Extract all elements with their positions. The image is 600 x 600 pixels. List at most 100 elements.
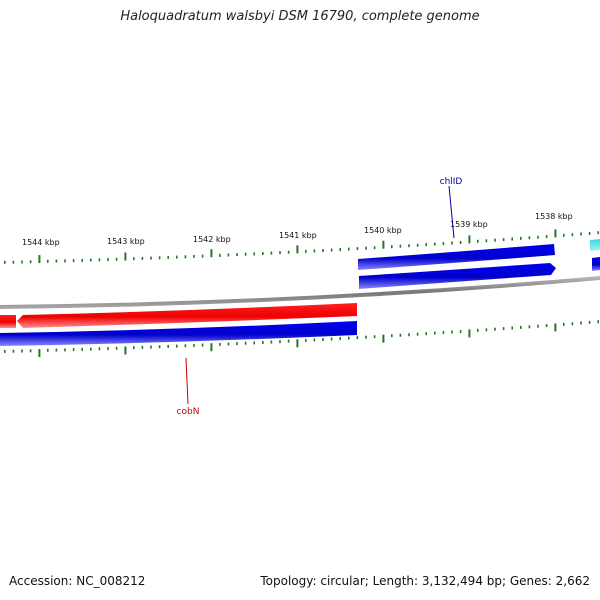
minor-tick [107, 347, 109, 351]
minor-tick [459, 241, 462, 244]
minor-tick [502, 327, 505, 331]
minor-tick [81, 347, 83, 351]
minor-tick [339, 248, 341, 252]
minor-tick [29, 349, 32, 353]
minor-tick [356, 247, 359, 251]
minor-tick [29, 260, 32, 264]
kbp-label-1542: 1542 kbp [193, 235, 231, 244]
minor-tick [64, 259, 66, 263]
minor-tick [588, 320, 591, 324]
cyan-gene-feature [590, 239, 600, 251]
minor-tick [571, 322, 574, 326]
forward-gene-feature-upper [358, 244, 555, 270]
minor-tick [184, 255, 187, 259]
forward-gene-feature-right-edge [592, 257, 600, 271]
minor-tick [494, 327, 496, 331]
minor-tick [72, 259, 75, 263]
major-tick [38, 349, 41, 358]
minor-tick [150, 256, 152, 260]
major-tick [468, 329, 471, 338]
minor-tick [253, 341, 255, 345]
major-tick [210, 249, 213, 258]
minor-tick [348, 336, 350, 340]
minor-tick [313, 338, 316, 342]
minor-tick [511, 326, 513, 330]
minor-tick [287, 250, 290, 254]
minor-tick [434, 331, 436, 335]
minor-tick [253, 252, 255, 256]
minor-tick [244, 341, 247, 345]
minor-tick [167, 255, 169, 259]
minor-tick [563, 233, 565, 237]
minor-tick [98, 347, 101, 351]
minor-tick [193, 254, 195, 258]
minor-tick [520, 325, 522, 329]
minor-tick [12, 260, 15, 264]
minor-tick [339, 337, 341, 341]
minor-tick [167, 344, 169, 348]
minor-tick [219, 342, 221, 346]
minor-tick [597, 231, 599, 235]
minor-tick [176, 344, 178, 348]
minor-tick [279, 340, 281, 344]
minor-tick [477, 328, 479, 332]
minor-tick [545, 235, 548, 239]
minor-tick [365, 335, 367, 339]
minor-tick [107, 258, 109, 262]
minor-tick [262, 341, 264, 344]
minor-tick [81, 258, 83, 262]
minor-tick [150, 345, 152, 349]
major-tick [124, 252, 127, 261]
minor-tick [219, 253, 221, 257]
minor-tick [330, 248, 333, 252]
major-tick [468, 235, 471, 244]
chlID-label-pointer [448, 185, 455, 239]
minor-tick [425, 243, 427, 247]
major-tick [296, 339, 299, 348]
minor-tick [451, 330, 453, 334]
minor-tick [313, 249, 316, 253]
minor-tick [90, 347, 92, 351]
minor-tick [270, 340, 273, 344]
minor-tick [348, 247, 350, 251]
minor-tick [176, 255, 178, 259]
major-tick [382, 334, 385, 343]
minor-tick [133, 346, 135, 350]
minor-tick [545, 324, 548, 328]
reverse-gene-feature-cobN [17, 303, 357, 328]
minor-tick [502, 238, 505, 242]
minor-tick [201, 254, 204, 258]
minor-tick [442, 331, 445, 335]
kbp-label-1538: 1538 kbp [535, 212, 573, 221]
minor-tick [373, 246, 376, 250]
minor-tick [408, 333, 410, 337]
kbp-label-1544: 1544 kbp [22, 238, 60, 247]
minor-tick [520, 236, 522, 240]
minor-tick [477, 239, 479, 243]
minor-tick [399, 244, 402, 248]
minor-tick [528, 236, 531, 240]
minor-tick [115, 346, 118, 350]
minor-tick [4, 349, 6, 353]
kbp-label-1539: 1539 kbp [450, 220, 488, 229]
minor-tick [442, 242, 445, 246]
minor-tick [21, 260, 23, 264]
minor-tick [47, 348, 49, 352]
minor-tick [399, 333, 402, 337]
minor-tick [141, 256, 144, 260]
minor-tick [485, 239, 488, 243]
minor-tick [494, 238, 496, 242]
minor-tick [262, 252, 264, 255]
forward-gene-feature-lower [0, 321, 357, 346]
minor-tick [287, 339, 290, 343]
minor-tick [416, 243, 419, 247]
minor-tick [184, 344, 187, 348]
minor-tick [580, 321, 582, 325]
gene-label-chlID: chlID [440, 177, 463, 187]
major-tick [124, 346, 127, 355]
major-tick [210, 343, 213, 352]
major-tick [38, 255, 41, 264]
minor-tick [201, 343, 204, 347]
minor-tick [90, 258, 92, 262]
minor-tick [64, 348, 66, 352]
